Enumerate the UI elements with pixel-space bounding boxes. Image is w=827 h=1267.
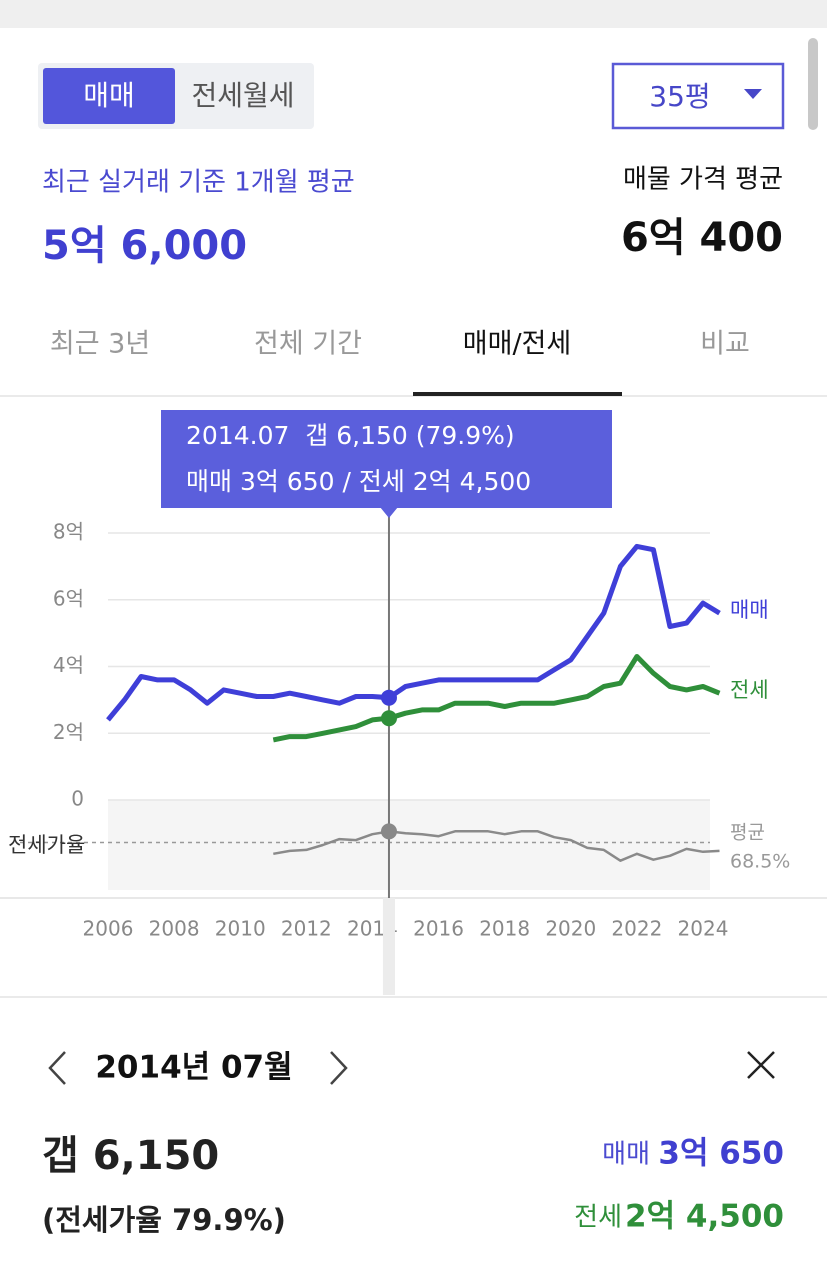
y-tick-label: 4억 — [53, 653, 84, 677]
x-tick-label: 2022 — [611, 917, 662, 941]
top-strip — [0, 0, 827, 28]
crosshair-shade — [382, 898, 395, 995]
detail-jeonse-value: 2억 4,500 — [625, 1199, 784, 1235]
selected-point — [380, 689, 397, 706]
prev-button[interactable] — [48, 1051, 66, 1085]
detail-jeonse-label: 전세 — [574, 1203, 622, 1233]
y-tick-label: 8억 — [53, 520, 84, 544]
x-tick-label: 2020 — [545, 917, 596, 941]
toggle-option[interactable]: 전세월세 — [191, 79, 294, 112]
ratio-band — [108, 800, 710, 890]
summary-label: 매물 가격 평균 — [623, 165, 783, 195]
detail-ratio: (전세가율 79.9%) — [42, 1203, 286, 1237]
summary-value: 6억 400 — [621, 215, 783, 261]
x-tick-label: 2006 — [83, 917, 134, 941]
detail-sale-label: 매매 — [602, 1140, 650, 1170]
tooltip — [161, 410, 612, 508]
tab-active[interactable]: 매매/전세 — [463, 329, 571, 360]
legend-label: 매매 — [730, 598, 769, 622]
scrollbar — [808, 38, 818, 130]
x-tick-label: 2024 — [678, 917, 729, 941]
selected-point — [380, 823, 397, 840]
x-tick-label: 2016 — [413, 917, 464, 941]
y-tick-label: 2억 — [53, 720, 84, 744]
series-line — [106, 543, 721, 722]
tab[interactable]: 전체 기간 — [254, 329, 362, 360]
tooltip-line: 매매 3억 650 / 전세 2억 4,500 — [186, 467, 531, 496]
y-tick-label: 0 — [71, 787, 84, 811]
close-button[interactable] — [747, 1051, 775, 1079]
toggle-active[interactable] — [43, 68, 175, 124]
next-button[interactable] — [330, 1051, 348, 1085]
detail-month: 2014년 07월 — [95, 1050, 292, 1086]
dropdown-arrow — [744, 89, 762, 99]
detail-sale-value: 3억 650 — [658, 1136, 784, 1172]
toggle-option[interactable]: 매매 — [83, 79, 135, 112]
tooltip-line: 2014.07 갭 6,150 (79.9%) — [186, 421, 515, 450]
selected-point — [380, 710, 397, 727]
summary-label: 최근 실거래 기준 1개월 평균 — [42, 168, 355, 198]
x-tick-label: 2018 — [479, 917, 530, 941]
size-select-value[interactable]: 35평 — [649, 80, 710, 113]
legend-label: 전세 — [730, 678, 769, 702]
summary-value: 5억 6,000 — [42, 223, 247, 269]
ratio-average-label: 평균 — [730, 822, 765, 844]
tab[interactable]: 최근 3년 — [50, 329, 150, 360]
ratio-average-value: 68.5% — [730, 851, 790, 873]
ratio-line — [273, 830, 720, 862]
tooltip-pointer — [379, 507, 398, 518]
ratio-label: 전세가율 — [8, 833, 85, 857]
x-tick-label: 2008 — [149, 917, 200, 941]
detail-gap: 갭 6,150 — [42, 1133, 219, 1179]
series-line — [272, 654, 721, 743]
tab[interactable]: 비교 — [700, 329, 750, 360]
x-tick-label: 2012 — [281, 917, 332, 941]
x-tick-label: 2010 — [215, 917, 266, 941]
y-tick-label: 6억 — [53, 586, 84, 610]
